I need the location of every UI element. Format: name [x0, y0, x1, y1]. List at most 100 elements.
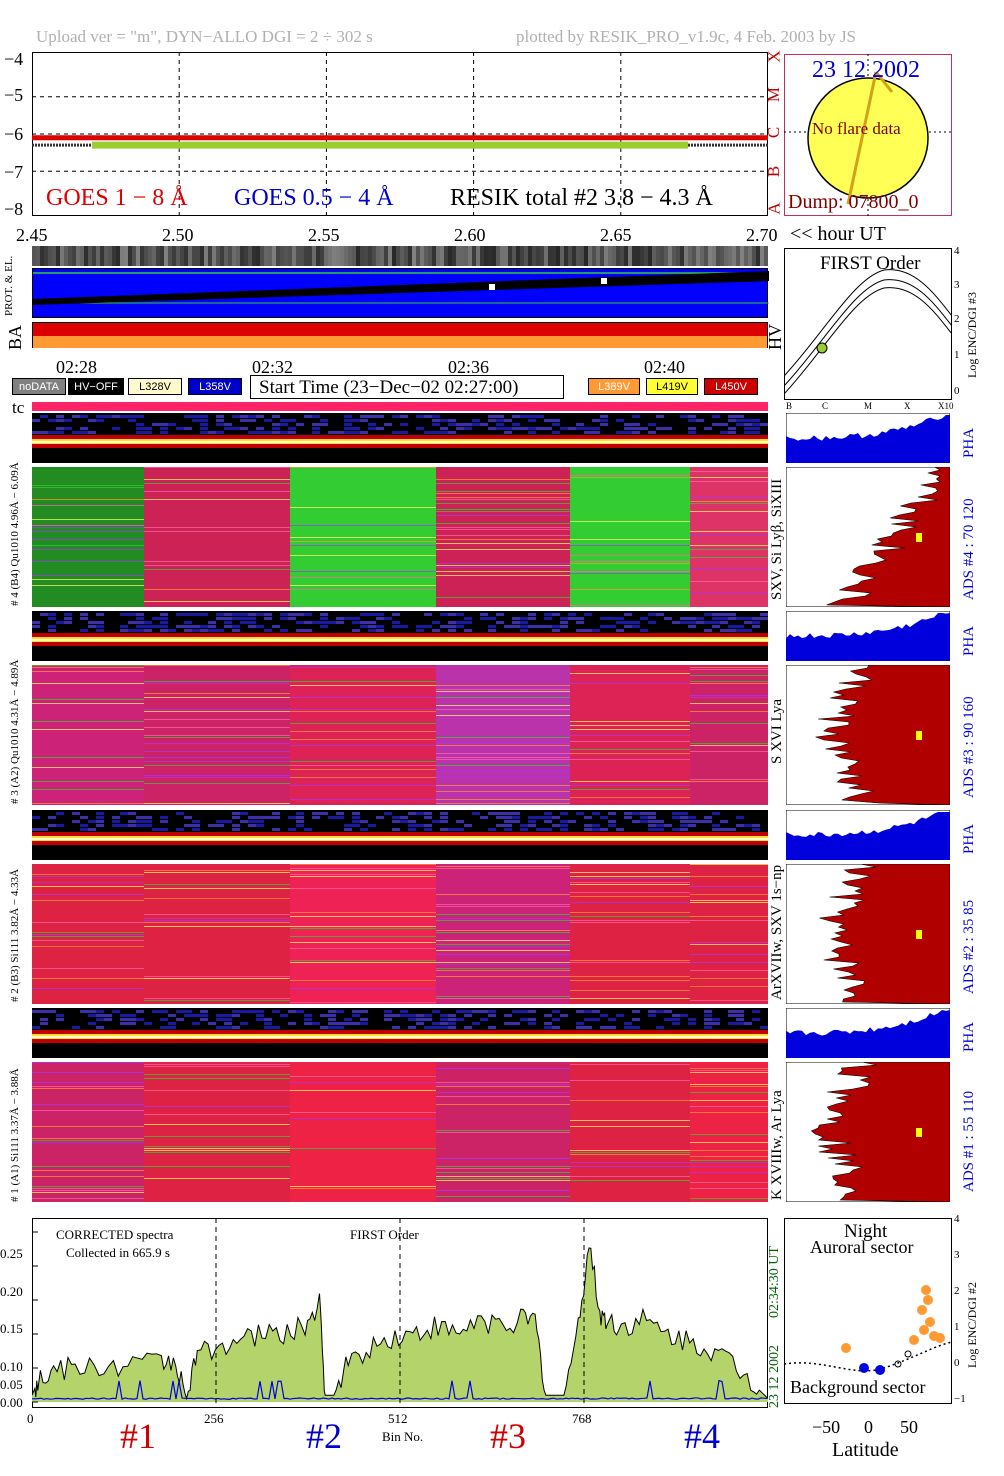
start-time-label: Start Time (23−Dec−02 02:27:00) — [259, 377, 519, 398]
pha-noise-cell — [272, 431, 280, 434]
spectrogram-stripe — [144, 1136, 290, 1137]
pha-noise-cell — [616, 419, 624, 422]
pha-noise-cell — [656, 415, 664, 418]
pha-noise-cell — [408, 824, 416, 827]
pha-noise-cell — [720, 820, 728, 823]
pha-noise-cell — [736, 423, 744, 426]
pha-noise-cell — [672, 816, 680, 819]
spectrogram-stripe — [144, 561, 290, 562]
pha-noise-cell — [216, 1014, 224, 1017]
pha-noise-cell — [472, 423, 480, 426]
pha-noise-cell — [512, 617, 520, 620]
pha-noise-cell — [160, 427, 168, 430]
pha-noise-cell — [744, 629, 752, 632]
pha-noise-cell — [240, 820, 248, 823]
pha-noise-cell — [304, 613, 312, 616]
pha-noise-cell — [216, 431, 224, 434]
pha-noise-cell — [264, 816, 272, 819]
pha-noise-cell — [96, 816, 104, 819]
pha-noise-cell — [400, 423, 408, 426]
pha-noise-cell — [560, 820, 568, 823]
pha-band-red-lower — [32, 444, 768, 448]
pha-noise-cell — [232, 1026, 240, 1029]
pha-noise-cell — [232, 1010, 240, 1013]
pha-noise-cell — [368, 621, 376, 624]
orbit-ylabel: Log ENC/DGI #2 — [965, 1282, 979, 1368]
spectrogram-stripe — [290, 1076, 436, 1077]
prot-cell — [752, 246, 756, 266]
spectrogram-stripe — [570, 673, 690, 674]
pha-noise-cell — [176, 812, 184, 815]
pha-noise-cell — [760, 423, 768, 426]
pha-noise-cell — [552, 431, 560, 434]
pha-noise-cell — [304, 415, 312, 418]
pha-noise-cell — [136, 1010, 144, 1013]
pha-noise-cell — [160, 625, 168, 628]
spectrogram-stripe — [436, 1086, 570, 1087]
pha-noise-cell — [544, 427, 552, 430]
spectrogram-stripe — [290, 507, 436, 508]
spectrogram-stripe — [570, 912, 690, 913]
prot-cell — [616, 246, 620, 266]
pha-noise-cell — [336, 621, 344, 624]
spectrogram-stripe — [32, 882, 144, 883]
pha-noise-cell — [760, 617, 768, 620]
pha-noise-cell — [208, 1022, 216, 1025]
spectrogram-stripe — [436, 765, 570, 766]
pha-noise-cell — [408, 812, 416, 815]
spectrogram-stripe — [690, 695, 768, 696]
pha-noise-cell — [192, 1022, 200, 1025]
orbit-point — [935, 1333, 945, 1343]
pha-noise-cell — [496, 423, 504, 426]
pha-noise-cell — [200, 415, 208, 418]
prot-cell — [184, 246, 188, 266]
pha-noise-cell — [144, 625, 152, 628]
prot-cell — [476, 246, 480, 266]
prot-cell — [672, 246, 676, 266]
channel-1-label: # 1 (A1) Si111 3.37Å − 3.88Å — [9, 1068, 21, 1202]
header-upload-info: Upload ver = "m", DYN−ALLO DGI = 2 ÷ 302… — [36, 27, 373, 46]
pha-noise-cell — [288, 816, 296, 819]
pha-noise-cell — [520, 1018, 528, 1021]
prot-cell — [360, 246, 364, 266]
pha-noise-cell — [80, 828, 88, 831]
pha-noise-cell — [752, 1010, 760, 1013]
pha-noise-cell — [208, 625, 216, 628]
pha-noise-cell — [440, 613, 448, 616]
pha-noise-cell — [216, 820, 224, 823]
pha-noise-cell — [720, 431, 728, 434]
pha-noise-cell — [592, 812, 600, 815]
spectrogram-column — [436, 467, 570, 607]
spectrogram-stripe — [570, 573, 690, 574]
pha-noise-cell — [480, 423, 488, 426]
pha-noise-cell — [584, 824, 592, 827]
pha-noise-cell — [312, 415, 320, 418]
first-order-y-tick: 0 — [954, 385, 960, 397]
spectrogram-stripe — [32, 549, 144, 550]
pha-noise-cell — [488, 812, 496, 815]
spectrogram-stripe — [570, 1166, 690, 1167]
pha-noise-cell — [648, 613, 656, 616]
spectrogram-stripe — [144, 1178, 290, 1179]
spectrogram-stripe — [290, 587, 436, 588]
pha-noise-cell — [256, 1018, 264, 1021]
pha-noise-cell — [96, 812, 104, 815]
pha-noise-cell — [136, 629, 144, 632]
pha-noise-cell — [296, 621, 304, 624]
pha-noise-cell — [360, 431, 368, 434]
spectrogram-stripe — [290, 916, 436, 917]
first-order-frame — [784, 248, 952, 400]
pha-noise-cell — [608, 625, 616, 628]
spectrogram-stripe — [436, 970, 570, 971]
prot-cell — [396, 246, 400, 266]
spectrogram-stripe — [32, 936, 144, 937]
pha-noise-cell — [272, 625, 280, 628]
pha-noise-cell — [432, 820, 440, 823]
spectrogram-stripe — [144, 601, 290, 602]
spectrogram-stripe — [32, 579, 144, 580]
prot-cell — [648, 246, 652, 266]
pha-noise-cell — [368, 423, 376, 426]
pha-noise-cell — [376, 816, 384, 819]
spectrogram-stripe — [570, 759, 690, 760]
pha-noise-cell — [416, 1022, 424, 1025]
